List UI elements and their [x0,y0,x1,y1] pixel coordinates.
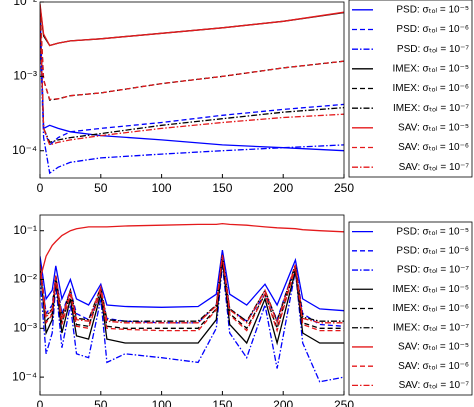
x-tick-label: 250 [334,181,354,195]
y-tick-label: 10⁻³ [13,320,37,334]
series-line [40,13,344,144]
legend-label: IMEX: σₜₒₗ = 10⁻⁵ [392,284,469,295]
legend-label: IMEX: σₜₒₗ = 10⁻⁶ [393,83,469,94]
x-tick-label: 100 [152,181,172,195]
legend-label: PSD: σₜₒₗ = 10⁻⁶ [396,245,469,256]
chart: 0 50 100 150 200 250 10⁻⁴ 10⁻³ 10⁻² 10⁻¹ PSD: σₜₒₗ… [12,214,473,407]
x-tick-label: 250 [334,398,354,407]
series-line [40,249,344,312]
series-line [40,254,344,325]
series-line [40,13,344,146]
series-line [40,31,344,175]
legend-label: SAV: σₜₒₗ = 10⁻⁷ [399,162,470,173]
legend-label: IMEX: σₜₒₗ = 10⁻⁷ [393,322,469,333]
series-line [40,222,344,280]
legend-label: IMEX: σₜₒₗ = 10⁻⁶ [393,303,469,314]
x-tick-label: 200 [273,398,293,407]
series-line [40,9,344,101]
plot-area [40,215,344,395]
series-line [40,260,344,346]
x-tick-label: 0 [37,398,44,407]
axes-frame [39,1,345,179]
plot-area [40,2,344,178]
legend-label: SAV: σₜₒₗ = 10⁻⁶ [398,361,469,372]
x-tick-label: 150 [212,181,232,195]
series-line [40,256,344,333]
series-line [40,264,344,383]
y-tick-label: 10⁻⁴ [12,143,37,157]
legend: PSD: σₜₒₗ = 10⁻⁵ PSD: σₜₒₗ = 10⁻⁶ PSD: σₜₒ… [348,221,473,396]
legend-label: PSD: σₜₒₗ = 10⁻⁶ [396,24,469,35]
x-tick-label: 100 [152,398,172,407]
x-tick-label: 50 [94,181,108,195]
legend: PSD: σₜₒₗ = 10⁻⁵ PSD: σₜₒₗ = 10⁻⁶ PSD: σₜₒ… [348,0,473,178]
legend-label: IMEX: σₜₒₗ = 10⁻⁵ [392,63,469,74]
y-tick-label: 10⁻² [13,272,37,286]
x-tick-label: 150 [212,398,232,407]
legend-label: SAV: σₜₒₗ = 10⁻⁷ [399,380,470,391]
legend-label: SAV: σₜₒₗ = 10⁻⁵ [398,342,469,353]
axes-frame [39,214,345,396]
series-line [40,9,344,152]
y-tick-label: 10⁻² [13,0,37,8]
legend-label: PSD: σₜₒₗ = 10⁻⁷ [397,44,469,55]
series-line [40,254,344,324]
series-line [40,3,344,47]
x-tick-label: 0 [37,181,44,195]
y-tick-label: 10⁻⁴ [12,369,37,383]
x-tick-label: 200 [273,181,293,195]
x-tick-label: 50 [94,398,108,407]
legend-label: PSD: σₜₒₗ = 10⁻⁵ [396,226,469,237]
y-tick-label: 10⁻³ [13,69,37,83]
legend-label: SAV: σₜₒₗ = 10⁻⁵ [398,122,469,133]
legend-label: PSD: σₜₒₗ = 10⁻⁵ [396,4,469,15]
legend-label: SAV: σₜₒₗ = 10⁻⁶ [398,142,469,153]
chart: 0 50 100 150 200 250 10⁻⁴ 10⁻³ 10⁻² PSD: σₜₒₗ = 1… [12,0,473,195]
legend-label: PSD: σₜₒₗ = 10⁻⁷ [397,265,469,276]
legend-label: IMEX: σₜₒₗ = 10⁻⁷ [393,103,469,114]
y-tick-label: 10⁻¹ [13,223,37,237]
